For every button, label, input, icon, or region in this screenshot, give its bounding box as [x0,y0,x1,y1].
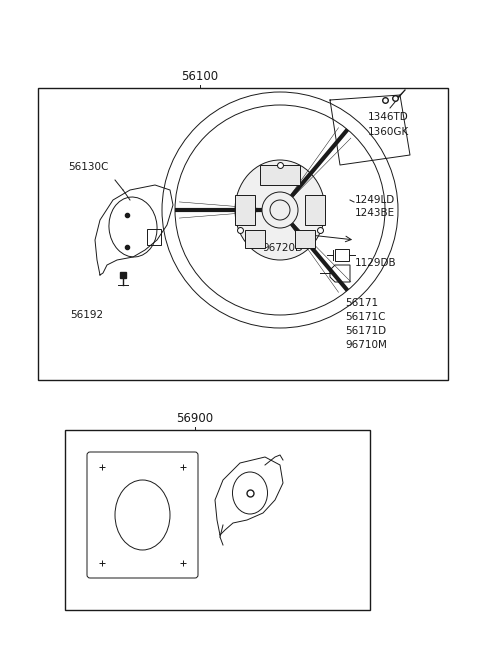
Bar [335,249,349,261]
Bar [147,229,161,245]
Text: 56192: 56192 [70,310,103,320]
Bar [305,195,325,225]
Ellipse shape [235,160,325,260]
Text: 56171D: 56171D [345,326,386,336]
Text: 1346TD: 1346TD [368,112,409,122]
Text: 56171: 56171 [345,298,378,308]
Bar [295,230,315,248]
Text: 96720D: 96720D [262,243,303,253]
Text: 1243BE: 1243BE [355,208,395,218]
Bar [260,165,300,185]
Text: 56900: 56900 [177,412,214,425]
Text: 56171C: 56171C [345,312,385,322]
Text: 1129DB: 1129DB [355,258,396,268]
Bar [235,195,255,225]
Text: 56100: 56100 [181,70,218,83]
Bar [38,88,448,380]
Text: 1249LD: 1249LD [355,195,395,205]
Text: 56130C: 56130C [68,162,108,172]
Bar [65,430,370,610]
Text: 96710M: 96710M [345,340,387,350]
Bar [245,230,265,248]
Text: 1360GK: 1360GK [368,127,409,137]
